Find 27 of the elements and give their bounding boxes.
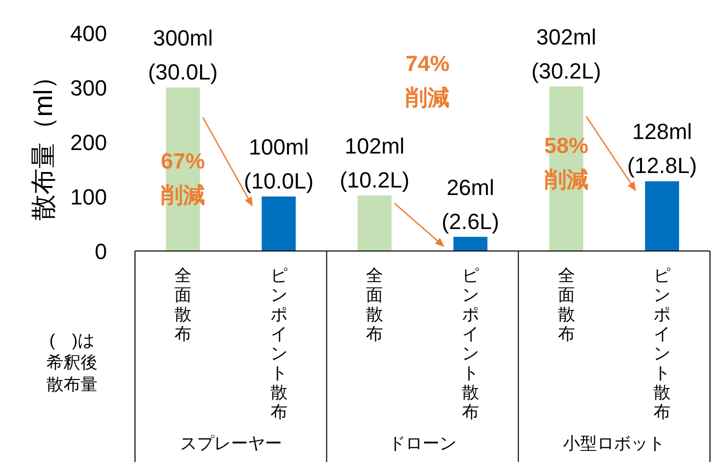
y-tick-label: 0 (94, 239, 107, 264)
y-tick-label: 200 (70, 130, 107, 155)
data-label: 26ml (2.6L) (442, 174, 500, 234)
data-label: 102ml (10.2L) (340, 133, 410, 192)
data-label: 302ml (30.2L) (531, 24, 602, 84)
data-label: 100ml (10.0L) (244, 134, 314, 194)
data-label: 128ml (12.8L) (627, 119, 697, 178)
x-tick-label: 全面散布 (366, 266, 384, 344)
x-tick-label: 全面散布 (558, 266, 575, 344)
text: ( )は希釈後散布量 (46, 330, 98, 396)
bar (453, 236, 488, 251)
text: ドローン (388, 433, 456, 455)
bar (358, 195, 392, 251)
annotation: 74% 削減 (404, 51, 450, 110)
bar (262, 196, 296, 251)
data-label: 300ml (30.0L) (148, 26, 218, 84)
y-tick-label: 400 (70, 21, 107, 46)
bar (645, 181, 680, 251)
y-axis-title: 散布量（ml） (28, 63, 58, 221)
y-tick-label: 300 (70, 76, 107, 100)
y-tick-label: 100 (70, 184, 107, 210)
x-tick-label: ピンポイント散布 (270, 266, 288, 422)
x-tick-label: ピンポイント散布 (654, 266, 671, 422)
text: 小型ロボット (563, 433, 666, 455)
x-tick-label: 全面散布 (174, 266, 192, 344)
text: スプレーヤー (180, 433, 282, 455)
x-tick-label: ピンポイント散布 (462, 266, 479, 422)
